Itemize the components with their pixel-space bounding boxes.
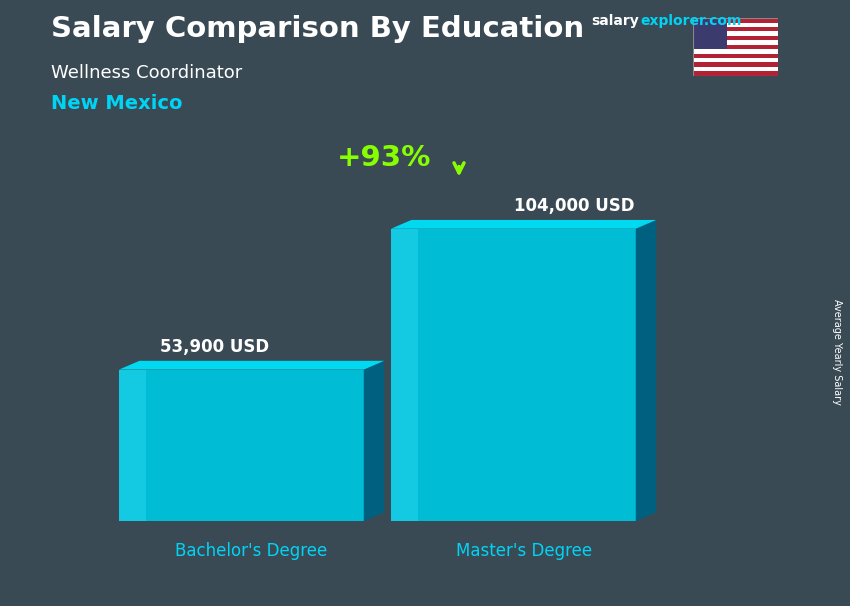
Bar	[693, 18, 727, 49]
Bar	[693, 62, 778, 67]
Text: Bachelor's Degree: Bachelor's Degree	[175, 542, 328, 561]
Bar	[693, 27, 778, 32]
Bar	[391, 228, 636, 521]
Bar	[693, 41, 778, 45]
Text: New Mexico: New Mexico	[51, 94, 183, 113]
Bar	[693, 67, 778, 72]
Polygon shape	[636, 220, 656, 521]
Text: +93%: +93%	[337, 144, 432, 172]
Polygon shape	[119, 361, 384, 370]
Text: Salary Comparison By Education: Salary Comparison By Education	[51, 15, 584, 43]
Bar	[693, 58, 778, 62]
Text: salary: salary	[591, 14, 638, 28]
Bar	[693, 22, 778, 27]
Text: Master's Degree: Master's Degree	[456, 542, 592, 561]
Bar	[693, 49, 778, 53]
Bar	[693, 45, 778, 49]
Text: explorer.com: explorer.com	[640, 14, 741, 28]
Bar	[119, 370, 146, 521]
Text: Average Yearly Salary: Average Yearly Salary	[832, 299, 842, 404]
Polygon shape	[391, 220, 656, 228]
Bar	[693, 53, 778, 58]
Bar	[693, 18, 778, 22]
Polygon shape	[364, 361, 384, 521]
Text: Wellness Coordinator: Wellness Coordinator	[51, 64, 242, 82]
Bar	[391, 228, 418, 521]
Bar	[119, 370, 364, 521]
Bar	[693, 32, 778, 36]
Bar	[693, 36, 778, 41]
Text: 104,000 USD: 104,000 USD	[514, 197, 635, 215]
Text: 53,900 USD: 53,900 USD	[160, 338, 269, 356]
Bar	[693, 72, 778, 76]
